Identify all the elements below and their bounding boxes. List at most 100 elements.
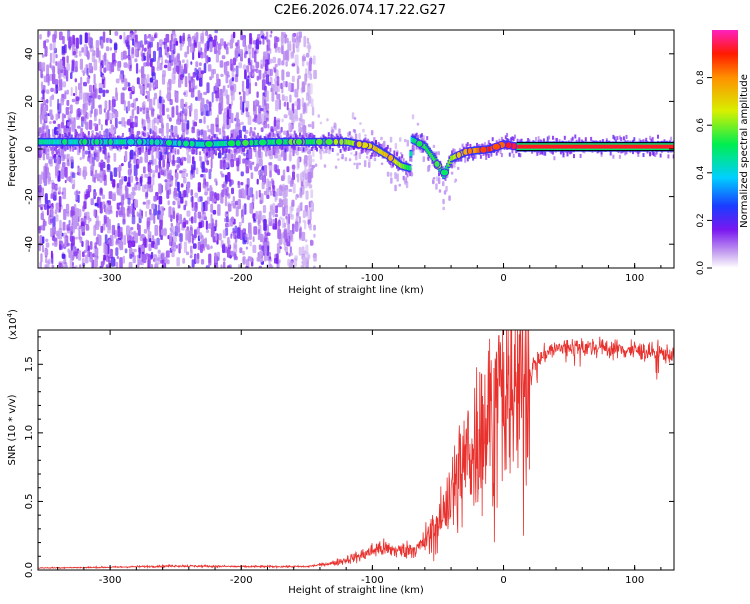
noise-speckle [77, 208, 82, 218]
ridge-halo [618, 154, 621, 159]
noise-speckle [49, 43, 53, 51]
noise-speckle [255, 151, 258, 158]
noise-speckle [81, 47, 84, 53]
noise-speckle [87, 245, 91, 258]
noise-speckle [399, 137, 402, 142]
noise-speckle [296, 37, 299, 41]
noise-speckle [60, 122, 64, 129]
ridge-halo [291, 144, 294, 149]
ridge-halo [153, 131, 156, 136]
ridge-core [408, 165, 412, 171]
noise-speckle [109, 235, 114, 247]
noise-speckle [233, 230, 237, 240]
ridge-halo [663, 139, 666, 144]
noise-speckle [83, 81, 87, 87]
noise-speckle [72, 50, 76, 56]
noise-speckle [453, 180, 457, 183]
noise-speckle [45, 238, 49, 242]
ridge-halo [600, 150, 603, 155]
noise-speckle [162, 153, 167, 160]
noise-speckle [166, 52, 170, 58]
noise-speckle [81, 225, 85, 233]
noise-speckle [111, 256, 115, 267]
noise-speckle [319, 121, 323, 125]
ridge-halo [118, 135, 120, 140]
noise-speckle [251, 47, 255, 59]
noise-speckle [105, 46, 110, 52]
noise-speckle [217, 204, 221, 216]
noise-speckle [238, 189, 242, 199]
noise-speckle [144, 173, 148, 178]
noise-speckle [258, 265, 262, 268]
noise-speckle [298, 246, 302, 256]
ridge-halo [85, 135, 88, 140]
noise-speckle [131, 47, 134, 55]
ridge-halo [108, 144, 111, 149]
ridge-halo [584, 137, 587, 142]
noise-speckle [274, 63, 278, 68]
noise-speckle [222, 123, 225, 130]
noise-speckle [132, 38, 135, 46]
noise-speckle [222, 85, 226, 92]
noise-speckle [75, 96, 80, 102]
noise-speckle [180, 183, 184, 188]
noise-speckle [94, 223, 98, 228]
ridge-halo [331, 135, 334, 140]
noise-speckle [93, 177, 96, 184]
noise-speckle [38, 147, 42, 158]
ridge-halo [279, 144, 282, 149]
noise-speckle [323, 164, 327, 168]
noise-speckle [117, 223, 120, 229]
noise-speckle [225, 46, 229, 55]
noise-speckle [289, 110, 293, 120]
noise-speckle [399, 152, 403, 155]
ridge-halo [314, 146, 317, 151]
noise-speckle [93, 225, 97, 236]
noise-speckle [252, 236, 255, 242]
noise-speckle [142, 73, 146, 79]
noise-speckle [152, 170, 156, 178]
noise-speckle [243, 153, 246, 157]
noise-speckle [268, 260, 271, 268]
noise-speckle [168, 54, 172, 64]
ridge-halo [348, 131, 351, 136]
noise-speckle [51, 242, 55, 246]
ridge-halo [559, 150, 562, 155]
ridge-halo [297, 146, 300, 151]
noise-speckle [84, 194, 88, 200]
noise-speckle [141, 118, 144, 125]
noise-speckle [80, 127, 83, 140]
noise-speckle [59, 31, 63, 41]
noise-speckle [42, 236, 45, 244]
noise-speckle [240, 181, 244, 186]
ridge-halo [276, 133, 279, 138]
noise-speckle [154, 243, 158, 250]
noise-speckle [212, 198, 216, 202]
ridge-halo [363, 138, 366, 143]
ridge-halo [213, 134, 216, 138]
noise-speckle [148, 98, 153, 111]
noise-speckle [206, 99, 209, 104]
noise-speckle [79, 85, 83, 93]
noise-speckle [72, 34, 75, 46]
noise-speckle [296, 98, 301, 110]
noise-speckle [40, 253, 43, 263]
noise-speckle [218, 233, 222, 241]
spectrogram-ridge [38, 127, 674, 181]
ridge-halo [397, 167, 400, 172]
noise-speckle [313, 224, 316, 231]
noise-speckle [238, 62, 242, 69]
noise-speckle [95, 236, 99, 245]
noise-speckle [185, 251, 190, 256]
ridge-halo [94, 148, 97, 153]
ridge-halo [268, 146, 271, 151]
noise-speckle [261, 181, 265, 190]
noise-speckle [130, 191, 135, 201]
noise-speckle [224, 217, 227, 223]
ridge-halo [275, 144, 278, 149]
noise-speckle [171, 106, 175, 118]
ridge-halo [74, 145, 77, 150]
ridge-halo [91, 146, 94, 151]
noise-speckle [151, 203, 155, 210]
noise-speckle [319, 153, 323, 160]
